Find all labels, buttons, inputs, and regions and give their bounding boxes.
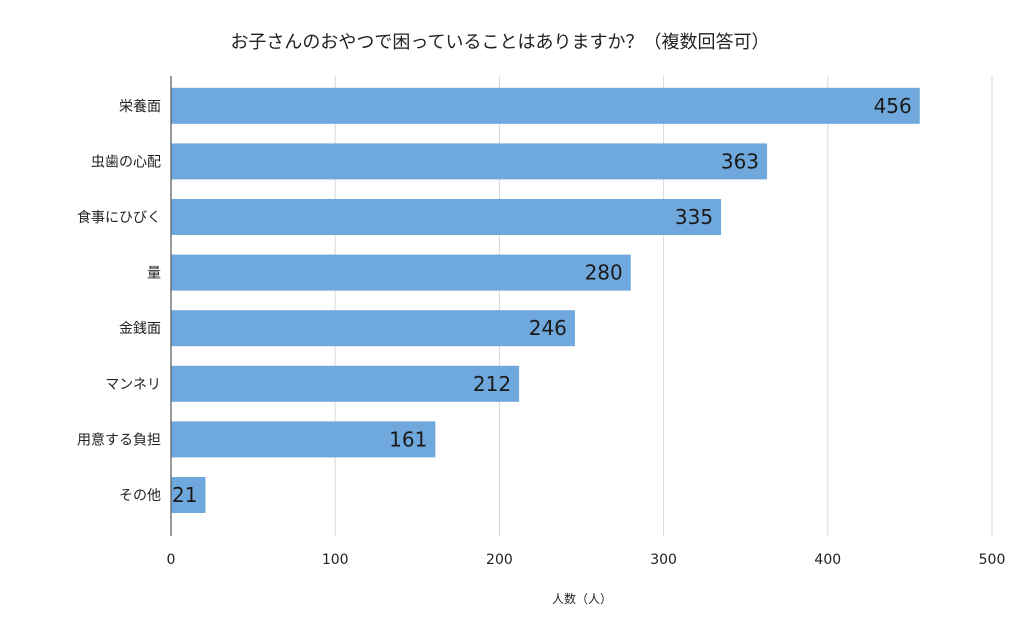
x-tick-label: 400 <box>814 552 841 568</box>
bar <box>171 87 920 124</box>
data-label: 363 <box>721 149 759 173</box>
category-label: その他 <box>119 488 161 504</box>
category-label: 栄養面 <box>119 98 161 115</box>
category-label: 食事にひびく <box>77 209 161 226</box>
category-label: 虫歯の心配 <box>91 154 161 170</box>
x-tick-label: 0 <box>167 552 176 568</box>
x-tick-label: 200 <box>486 552 513 568</box>
data-label: 246 <box>529 316 567 340</box>
category-label: マンネリ <box>105 377 161 393</box>
data-label: 456 <box>874 94 912 118</box>
data-label: 161 <box>389 427 427 451</box>
bar <box>171 477 206 513</box>
bar <box>171 254 631 291</box>
x-tick-label: 500 <box>979 552 1006 568</box>
bar <box>171 310 575 347</box>
data-label: 212 <box>473 372 511 396</box>
bar <box>171 143 768 180</box>
data-label: 335 <box>675 205 713 229</box>
bar <box>171 421 436 458</box>
x-axis-title: 人数（人） <box>552 591 612 606</box>
grid-layer: 0 100 200 300 400 500 <box>167 76 1006 568</box>
category-label: 量 <box>147 266 161 282</box>
x-tick-label: 100 <box>322 552 349 568</box>
data-label: 280 <box>585 261 623 285</box>
bar <box>171 365 520 402</box>
chart-title: お子さんのおやつで困っていることはありますか？（複数回答可） <box>230 32 769 53</box>
category-label: 用意する負担 <box>77 431 161 448</box>
category-label: 金銭面 <box>119 321 161 337</box>
x-tick-label: 300 <box>650 552 677 568</box>
bar <box>171 199 722 235</box>
data-label: 21 <box>172 483 197 507</box>
